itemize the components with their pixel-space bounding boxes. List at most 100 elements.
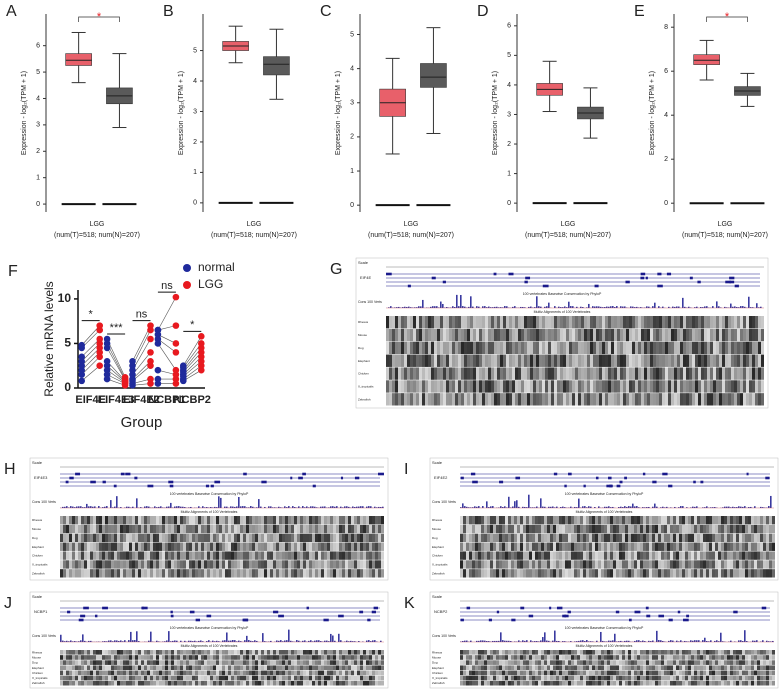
alignment-block (258, 569, 261, 578)
alignment-block (407, 354, 410, 367)
conservation-bar (686, 641, 688, 642)
conservation-bar (370, 506, 372, 508)
alignment-block (730, 542, 733, 551)
alignment-block (162, 665, 165, 671)
alignment-block (123, 650, 126, 655)
species-label: Mouse (32, 527, 41, 531)
alignment-block (529, 533, 532, 543)
alignment-block (213, 675, 216, 681)
alignment-block (647, 393, 650, 406)
exon (686, 614, 690, 618)
alignment-block (291, 524, 294, 534)
conservation-bar (674, 506, 676, 508)
conservation-bar (572, 306, 574, 308)
conservation-bar (136, 631, 138, 642)
alignment-block (216, 650, 219, 655)
alignment-block (632, 328, 635, 342)
alignment-block (475, 665, 478, 671)
alignment-block (560, 393, 563, 406)
conservation-bar (144, 506, 146, 508)
alignment-block (330, 650, 333, 655)
alignment-block (141, 516, 144, 525)
alignment-block (668, 341, 671, 355)
conservation-bar (74, 507, 76, 508)
conservation-bar (678, 641, 680, 642)
alignment-block (261, 675, 264, 681)
alignment-block (75, 551, 78, 560)
conservation-bar (524, 307, 526, 308)
alignment-block (499, 670, 502, 676)
alignment-block (490, 655, 493, 660)
conservation-bar (584, 506, 586, 508)
conservation-bar (224, 640, 226, 642)
conservation-bar (60, 634, 62, 642)
conservation-bar (344, 641, 346, 642)
alignment-block (619, 533, 622, 543)
alignment-block (691, 560, 694, 569)
alignment-block (186, 655, 189, 660)
alignment-block (577, 560, 580, 569)
alignment-block (772, 569, 775, 578)
alignment-block (237, 660, 240, 665)
alignment-block (598, 524, 601, 534)
alignment-block (306, 680, 309, 686)
alignment-block (333, 670, 336, 676)
alignment-block (527, 380, 530, 393)
alignment-block (632, 367, 635, 380)
alignment-block (469, 650, 472, 655)
exon (658, 614, 665, 618)
alignment-block (601, 533, 604, 543)
alignment-block (309, 670, 312, 676)
alignment-block (676, 670, 679, 676)
alignment-block (378, 533, 381, 543)
alignment-block (475, 670, 478, 676)
alignment-block (721, 670, 724, 676)
conservation-bar (528, 494, 530, 508)
alignment-block (658, 560, 661, 569)
alignment-block (234, 516, 237, 525)
alignment-block (144, 660, 147, 665)
alignment-block (505, 660, 508, 665)
conservation-bar (78, 641, 80, 642)
alignment-block (87, 655, 90, 660)
conservation-bar (202, 641, 204, 642)
conservation-bar (104, 641, 106, 642)
alignment-block (655, 560, 658, 569)
alignment-block (473, 316, 476, 329)
conservation-bar (586, 640, 588, 642)
alignment-block (596, 393, 599, 406)
conservation-bar (208, 640, 210, 642)
exon (525, 276, 531, 280)
alignment-block (574, 660, 577, 665)
alignment-block (386, 328, 389, 342)
alignment-block (661, 660, 664, 665)
alignment-block (587, 328, 590, 342)
alignment-block (318, 665, 321, 671)
alignment-block (730, 660, 733, 665)
alignment-block (547, 560, 550, 569)
alignment-block (665, 328, 668, 342)
conservation-bar (628, 506, 630, 508)
alignment-block (204, 524, 207, 534)
alignment-block (315, 524, 318, 534)
alignment-block (461, 341, 464, 355)
alignment-block (204, 665, 207, 671)
alignment-block (707, 316, 710, 329)
y-tick-label: 0 (64, 380, 71, 394)
alignment-block (282, 655, 285, 660)
alignment-block (550, 542, 553, 551)
alignment-block (574, 655, 577, 660)
alignment-block (398, 393, 401, 406)
alignment-block (518, 393, 521, 406)
alignment-block (108, 551, 111, 560)
alignment-block (685, 650, 688, 655)
alignment-block (84, 551, 87, 560)
alignment-block (650, 367, 653, 380)
alignment-block (279, 655, 282, 660)
alignment-block (249, 533, 252, 543)
alignment-block (607, 533, 610, 543)
alignment-block (727, 650, 730, 655)
alignment-block (622, 655, 625, 660)
alignment-block (523, 551, 526, 560)
alignment-block (312, 675, 315, 681)
